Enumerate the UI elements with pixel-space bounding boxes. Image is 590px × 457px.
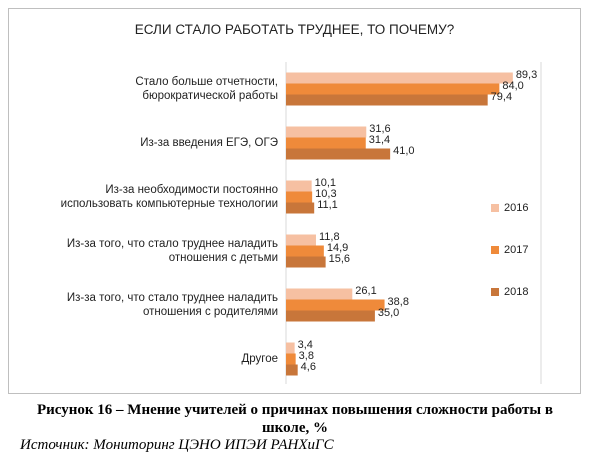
bar	[286, 342, 295, 354]
value-label: 79,4	[491, 91, 512, 103]
bar	[286, 256, 326, 268]
chart-frame	[8, 8, 581, 394]
legend-label: 2018	[504, 286, 528, 298]
value-label: 84,0	[502, 80, 523, 92]
value-label: 10,1	[315, 177, 336, 189]
value-label: 89,3	[516, 69, 537, 81]
category-label: Из-за того, что стало труднее наладить о…	[66, 238, 278, 264]
value-label: 10,3	[315, 188, 336, 200]
bar	[286, 288, 353, 300]
bar	[286, 310, 375, 322]
value-label: 3,8	[299, 350, 314, 362]
value-label: 26,1	[355, 285, 376, 297]
value-label: 11,8	[319, 231, 340, 243]
bar	[286, 364, 298, 376]
category-label: Из-за введения ЕГЭ, ОГЭ	[140, 137, 278, 149]
legend-label: 2016	[504, 202, 528, 214]
value-label: 3,4	[298, 339, 313, 351]
bar	[286, 148, 391, 160]
figure-caption: Рисунок 16 – Мнение учителей о причинах …	[37, 402, 553, 436]
value-label: 38,8	[388, 296, 409, 308]
legend-label: 2017	[504, 244, 528, 256]
bar	[286, 72, 513, 84]
bar	[286, 83, 500, 95]
chart: 89,384,079,4 31,631,441,0 10,110,311,1 11,8…	[285, 62, 542, 384]
value-label: 41,0	[393, 145, 414, 157]
bar	[286, 180, 312, 192]
bar	[286, 191, 313, 203]
category-label: Другое	[241, 353, 278, 365]
value-label: 11,1	[317, 199, 338, 211]
source-note: Источник: Мониторинг ЦЭНО ИПЭИ РАНХиГС	[20, 437, 334, 453]
bar	[286, 202, 315, 214]
value-label: 35,0	[378, 307, 399, 319]
legend-swatch	[491, 204, 499, 212]
chart-title: ЕСЛИ СТАЛО РАБОТАТЬ ТРУДНЕЕ, ТО ПОЧЕМУ?	[134, 22, 455, 37]
bar	[286, 126, 367, 138]
legend-swatch	[491, 246, 499, 254]
bar	[286, 234, 316, 246]
bar	[286, 353, 296, 365]
bar	[286, 245, 324, 257]
value-label: 15,6	[329, 253, 350, 265]
value-label: 14,9	[327, 242, 348, 254]
legend-swatch	[491, 288, 499, 296]
category-label: Из-за того, что стало труднее наладить о…	[66, 292, 278, 318]
value-label: 4,6	[301, 361, 316, 373]
bar	[286, 94, 488, 106]
bar	[286, 299, 385, 311]
bar	[286, 137, 366, 149]
value-label: 31,4	[369, 134, 390, 146]
category-label: Из-за необходимости постоянно использова…	[60, 184, 278, 210]
value-label: 31,6	[369, 123, 390, 135]
category-label: Стало больше отчетности, бюрократической…	[135, 76, 278, 102]
